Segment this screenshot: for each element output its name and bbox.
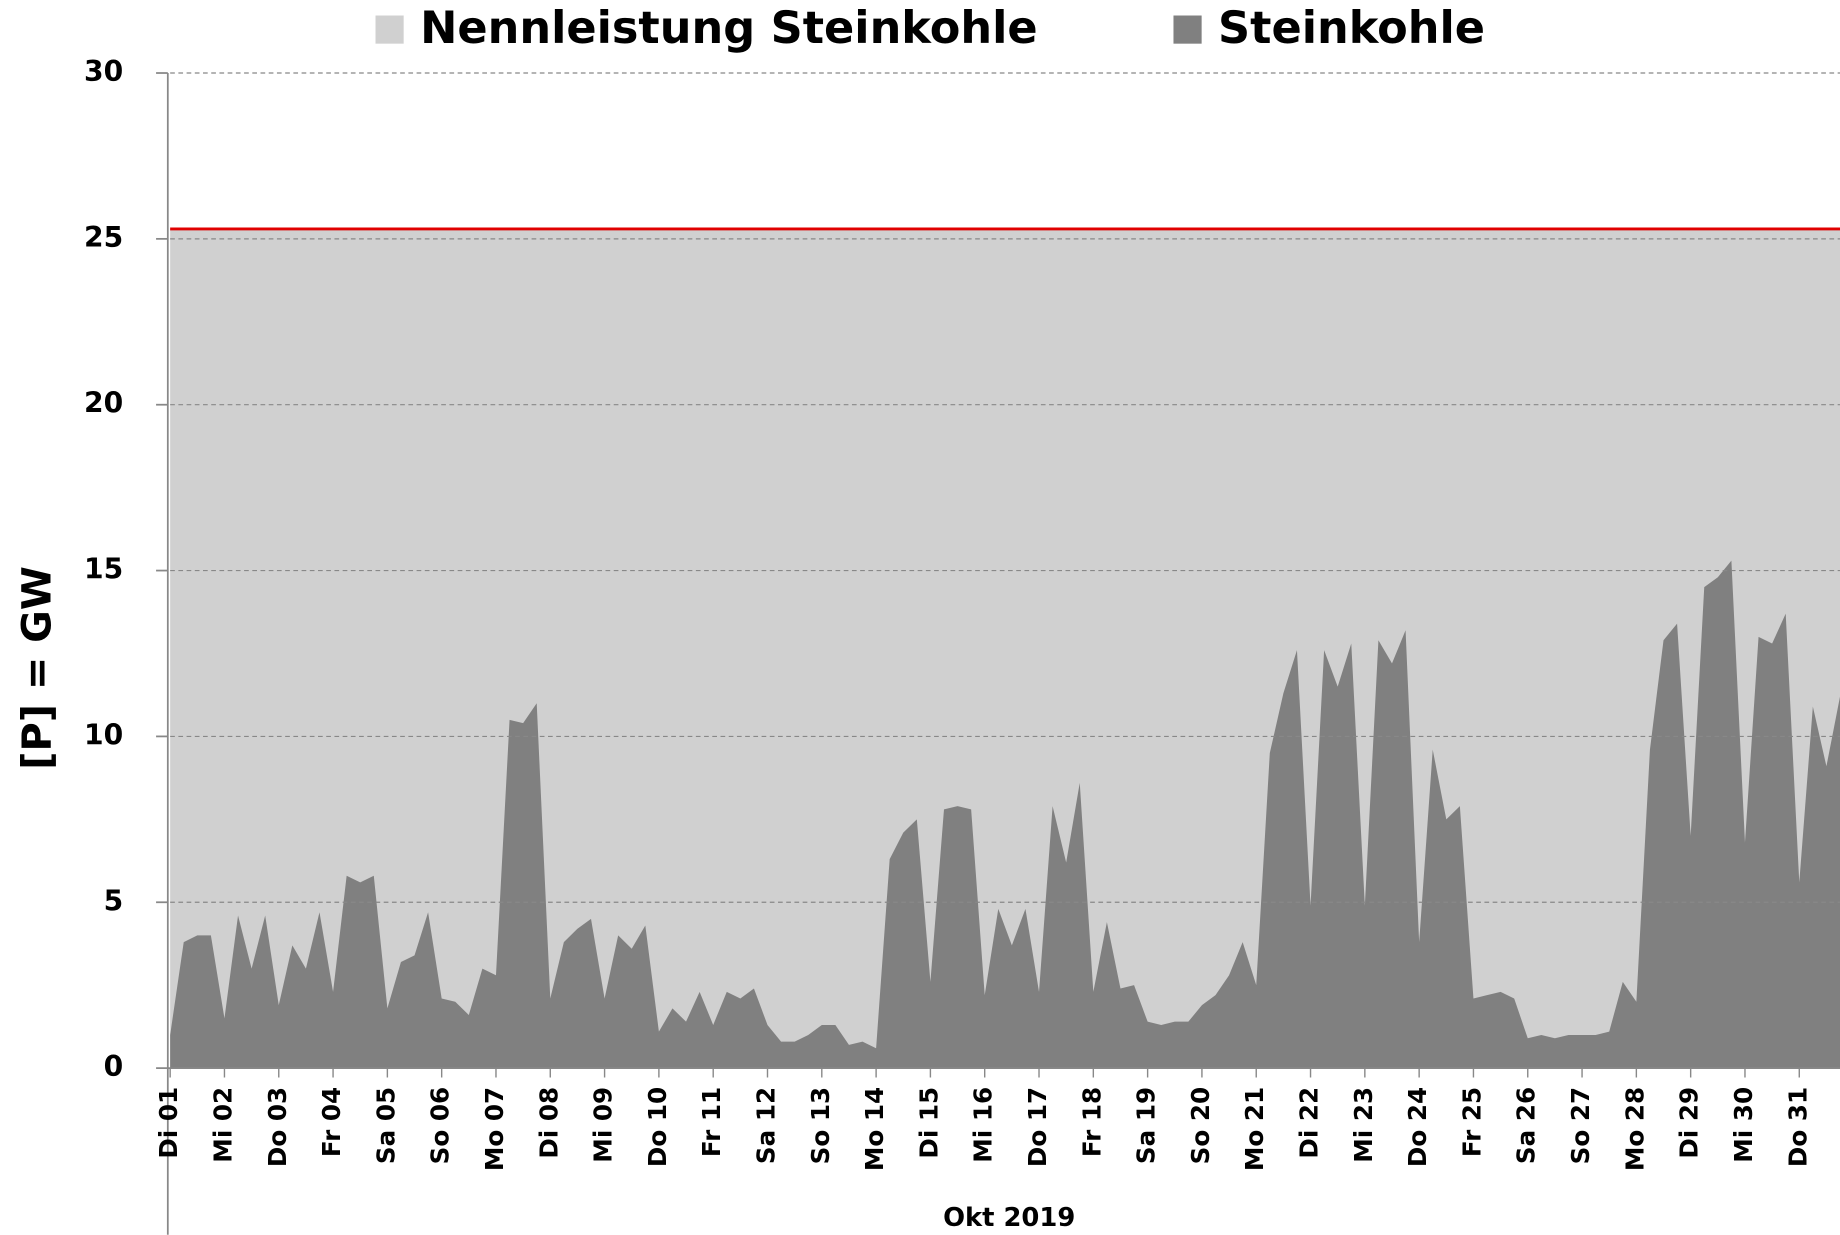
area xyxy=(170,228,1840,1069)
y-tick-label: 20 xyxy=(84,387,123,420)
x-tick-label: Fr 25 xyxy=(1457,1087,1486,1157)
x-tick-label: Mi 30 xyxy=(1729,1087,1758,1163)
x-tick-label: So 20 xyxy=(1186,1087,1215,1165)
x-tick-label: Sa 19 xyxy=(1132,1087,1161,1164)
x-tick-label: Mi 09 xyxy=(589,1087,618,1163)
x-tick-label: Di 22 xyxy=(1295,1087,1324,1159)
x-tick-label: Do 03 xyxy=(263,1087,292,1167)
x-tick-label: Mi 16 xyxy=(969,1087,998,1163)
x-tick-label: Do 31 xyxy=(1783,1087,1812,1167)
y-tick-label: 10 xyxy=(84,718,123,751)
x-tick-label: Mo 14 xyxy=(860,1087,889,1171)
y-tick-label: 15 xyxy=(84,553,123,586)
y-tick-label: 5 xyxy=(104,884,124,917)
x-tick-label: Do 17 xyxy=(1023,1087,1052,1167)
x-tick-label: So 06 xyxy=(426,1087,455,1165)
x-tick-label: Di 08 xyxy=(534,1087,563,1159)
legend-label: Steinkohle xyxy=(1218,2,1485,54)
x-tick-label: Di 29 xyxy=(1675,1087,1704,1159)
x-tick-label: Do 10 xyxy=(643,1087,672,1167)
y-tick-label: 30 xyxy=(84,55,123,88)
x-tick-label: Sa 26 xyxy=(1512,1087,1541,1164)
x-tick-label: Sa 12 xyxy=(751,1087,780,1164)
x-tick-label: Fr 18 xyxy=(1077,1087,1106,1157)
x-tick-label: Di 01 xyxy=(154,1087,183,1159)
x-tick-label: So 13 xyxy=(806,1087,835,1165)
x-tick-label: Di 15 xyxy=(914,1087,943,1159)
legend-swatch xyxy=(375,15,404,44)
x-tick-label: Mo 07 xyxy=(480,1087,509,1171)
x-tick-label: Fr 11 xyxy=(697,1087,726,1157)
x-tick-label: Fr 04 xyxy=(317,1087,346,1157)
x-tick-label: So 27 xyxy=(1566,1087,1595,1165)
x-tick-label: Do 24 xyxy=(1403,1087,1432,1167)
y-tick-label: 0 xyxy=(104,1050,124,1083)
y-tick-label: 25 xyxy=(84,221,123,254)
x-tick-label: Mi 23 xyxy=(1349,1087,1378,1163)
x-axis-label: Okt 2019 xyxy=(943,1203,1075,1233)
x-tick-label: Mo 21 xyxy=(1240,1087,1269,1171)
legend-label: Nennleistung Steinkohle xyxy=(420,2,1038,54)
x-tick-label: Mi 02 xyxy=(208,1087,237,1163)
y-axis-label: [P] = GW xyxy=(14,566,60,770)
area xyxy=(170,560,1840,1069)
x-tick-label: Mo 28 xyxy=(1620,1087,1649,1171)
x-tick-label: Sa 05 xyxy=(371,1087,400,1164)
legend-swatch xyxy=(1173,15,1202,44)
